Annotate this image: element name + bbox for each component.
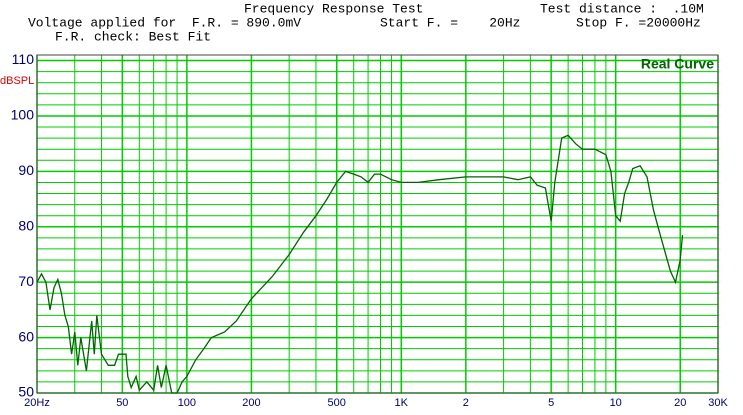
curve-label: Real Curve [641, 56, 714, 72]
y-tick-label: 100 [11, 107, 35, 123]
y-tick-label: 90 [18, 162, 34, 178]
y-tick-label: 70 [18, 273, 34, 289]
chart-title: Frequency Response Test [244, 1, 423, 16]
x-tick-label: 500 [328, 397, 346, 409]
plot-frame [36, 54, 719, 394]
test-distance: Test distance : .10M [540, 1, 704, 16]
y-axis-label: dBSPL [0, 75, 34, 87]
fr-check: F.R. check: Best Fit [55, 29, 211, 44]
y-tick-label: 60 [18, 328, 34, 344]
y-tick-label: 80 [18, 217, 34, 233]
x-tick-label: 50 [116, 397, 128, 409]
x-tick-label: 30K [708, 397, 728, 409]
x-tick-label: 10 [610, 397, 622, 409]
x-tick-label: 1K [395, 397, 409, 409]
y-tick-label: 50 [18, 384, 34, 400]
y-tick-label: 110 [12, 51, 35, 67]
x-tick-label: 5 [548, 397, 554, 409]
response-curve [36, 134, 684, 394]
x-tick-label: 20 [674, 397, 686, 409]
x-tick-label: 200 [242, 397, 260, 409]
start-frequency: Start F. = 20Hz [380, 15, 520, 30]
stop-frequency: Stop F. =20000Hz [576, 15, 701, 30]
x-tick-label: 2 [463, 397, 469, 409]
voltage: Voltage applied for F.R. = 890.0mV [28, 15, 301, 30]
x-tick-label: 20Hz [24, 397, 50, 409]
x-tick-label: 100 [178, 397, 196, 409]
